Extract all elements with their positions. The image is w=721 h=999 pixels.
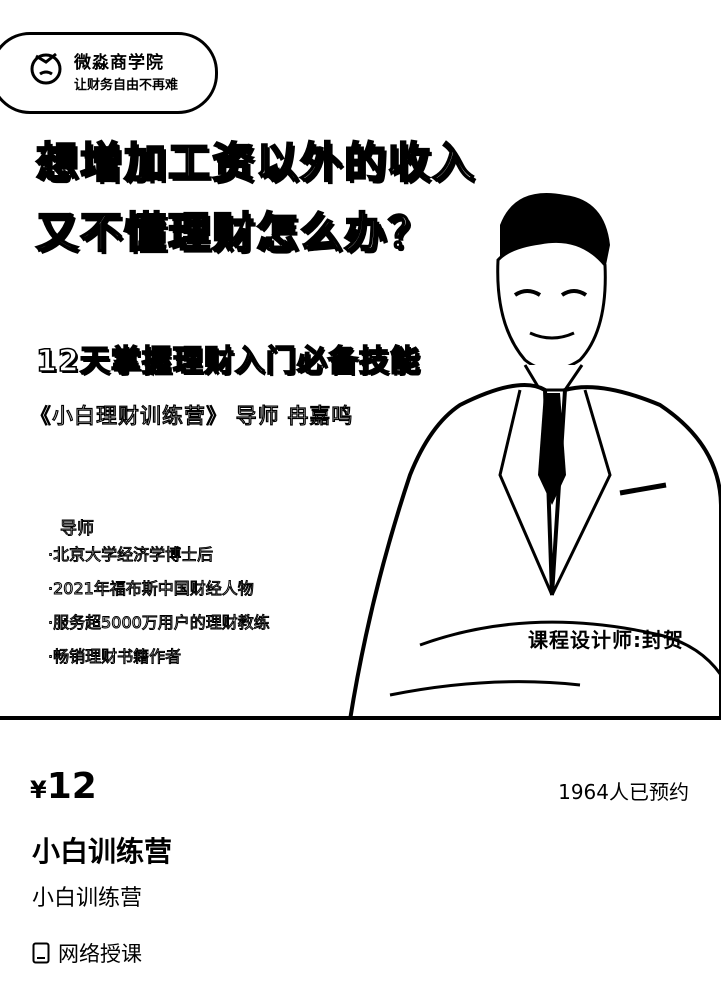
- delivery-mode: 网络授课: [32, 938, 142, 968]
- course-banner[interactable]: 微淼商学院 让财务自由不再难 想增加工资以外的收入 又不懂理财怎么办？ 12天掌…: [0, 0, 721, 720]
- bio-item: ·畅销理财书籍作者: [48, 647, 182, 667]
- brand-slogan: 让财务自由不再难: [74, 78, 179, 93]
- bio-item: ·服务超5000万用户的理财教练: [48, 613, 271, 633]
- course-title: 小白训练营: [32, 835, 173, 868]
- brand-logo-icon: [30, 52, 62, 85]
- banner-divider: [0, 716, 721, 720]
- brand-badge: [0, 32, 218, 114]
- course-subtitle: 小白训练营: [32, 886, 143, 911]
- delivery-mode-label: 网络授课: [58, 942, 142, 966]
- device-icon: [32, 942, 50, 964]
- price: ¥12: [30, 766, 97, 807]
- headline-line-2: 又不懂理财怎么办？: [35, 208, 433, 257]
- price-amount: 12: [46, 766, 97, 807]
- bio-item: ·2021年福布斯中国财经人物: [48, 579, 255, 599]
- bio-item: ·北京大学经济学博士后: [48, 545, 214, 565]
- price-currency: ¥: [30, 776, 47, 804]
- mentor-bio-list: ·北京大学经济学博士后 ·2021年福布斯中国财经人物 ·服务超5000万用户的…: [48, 544, 271, 680]
- course-designer: 课程设计师:封贺: [528, 628, 684, 652]
- camp-mentor-line: 《小白理财训练营》 导师 冉嘉鸣: [29, 403, 354, 428]
- brand-name: 微淼商学院: [74, 53, 164, 73]
- instructor-portrait: [347, 193, 721, 720]
- headline-line-1: 想增加工资以外的收入: [35, 138, 477, 187]
- subhead: 12天掌握理财入门必备技能: [35, 343, 421, 380]
- mentor-bio-title: 导师: [60, 519, 95, 540]
- booked-count: 1964人已预约: [558, 780, 689, 804]
